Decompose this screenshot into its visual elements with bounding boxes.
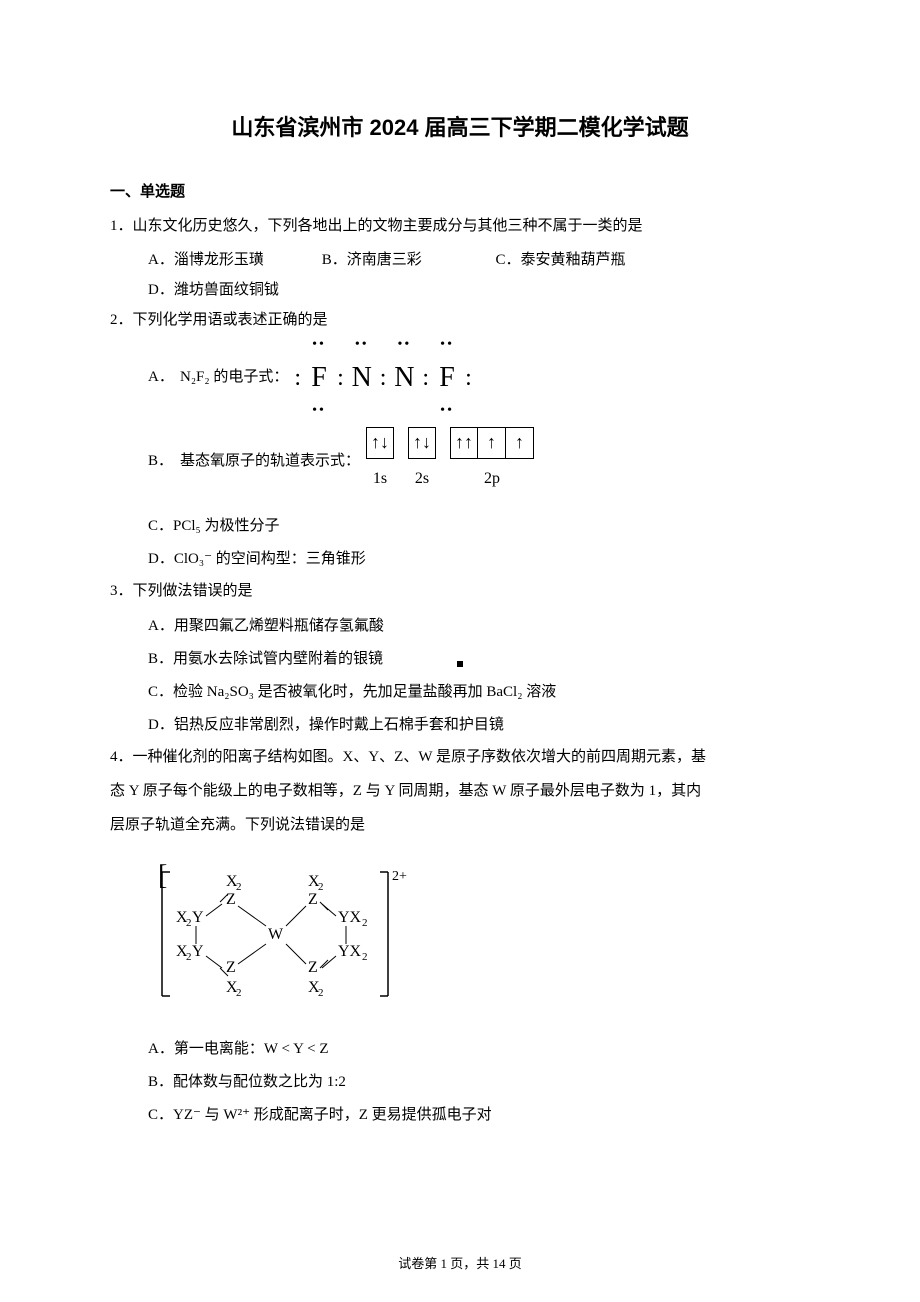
svg-text:2: 2 <box>318 987 324 999</box>
svg-text:2: 2 <box>236 987 242 999</box>
svg-text:Z: Z <box>226 959 236 976</box>
q4-options: A．第一电离能：W < Y < Z B．配体数与配位数之比为 1:2 C．YZ⁻… <box>110 1033 810 1132</box>
q2-opt-a-text: N₂F₂ 的电子式： <box>180 361 288 394</box>
orb-2p-label: 2p <box>484 461 500 496</box>
q1-stem: 1．山东文化历史悠久，下列各地出上的文物主要成分与其他三种不属于一类的是 <box>110 211 810 241</box>
svg-text:2: 2 <box>186 951 192 963</box>
svg-text:2: 2 <box>186 917 192 929</box>
svg-text:2: 2 <box>236 881 242 893</box>
q3-opt-b: B．用氨水去除试管内壁附着的银镜 <box>148 643 810 676</box>
lewis-structure: : F•••• : N•• : N•• : F•••• : <box>294 347 471 409</box>
q4-stem-l2: 态 Y 原子每个能级上的电子数相等，Z 与 Y 同周期，基态 W 原子最外层电子… <box>110 776 810 806</box>
q1-opt-b: B．济南唐三彩 <box>322 245 492 275</box>
exam-title: 山东省滨州市 2024 届高三下学期二模化学试题 <box>110 110 810 142</box>
q4-stem-l1: 4．一种催化剂的阳离子结构如图。X、Y、Z、W 是原子序数依次增大的前四周期元素… <box>110 742 810 772</box>
svg-text:Y: Y <box>192 909 204 926</box>
q2-stem: 2．下列化学用语或表述正确的是 <box>110 305 810 335</box>
q3-options: A．用聚四氟乙烯塑料瓶储存氢氟酸 B．用氨水去除试管内壁附着的银镜 C．检验 N… <box>110 610 810 742</box>
q2-opt-b-label: B． <box>148 445 174 478</box>
svg-text:2+: 2+ <box>392 869 407 884</box>
q3-opt-d: D．铝热反应非常剧烈，操作时戴上石棉手套和护目镜 <box>148 709 810 742</box>
q4-stem-l3: 层原子轨道全充满。下列说法错误的是 <box>110 810 810 840</box>
svg-text:YX: YX <box>338 943 362 960</box>
orb-2s-label: 2s <box>415 461 429 496</box>
orb-1s-label: 1s <box>373 461 387 496</box>
q2-opt-c: C．PCl₅ 为极性分子 <box>148 510 810 543</box>
svg-text:2: 2 <box>362 951 368 963</box>
q2-opt-a-label: A． <box>148 361 174 394</box>
q4-opt-a: A．第一电离能：W < Y < Z <box>148 1033 810 1066</box>
q1-opt-d: D．潍坊兽面纹铜钺 <box>148 275 279 305</box>
q1-opt-a: A．淄博龙形玉璜 <box>148 245 318 275</box>
q2-options: A． N₂F₂ 的电子式： : F•••• : N•• : N•• : F•••… <box>110 347 810 576</box>
svg-text:W: W <box>268 926 284 943</box>
section-heading: 一、单选题 <box>110 180 810 201</box>
svg-text:Y: Y <box>192 943 204 960</box>
q3-stem: 3．下列做法错误的是 <box>110 576 810 606</box>
svg-text:Z: Z <box>308 959 318 976</box>
page-footer: 试卷第 1 页，共 14 页 <box>0 1253 920 1272</box>
svg-text:YX: YX <box>338 909 362 926</box>
q4-opt-b: B．配体数与配位数之比为 1:2 <box>148 1066 810 1099</box>
svg-text:Z: Z <box>226 891 236 908</box>
cation-structure-diagram: [ 2+ W Z X 2 Z X 2 Z X 2 Z X 2 <box>148 854 810 1019</box>
q1-options: A．淄博龙形玉璜 B．济南唐三彩 C．泰安黄釉葫芦瓶 D．潍坊兽面纹铜钺 <box>110 245 810 305</box>
q3-opt-c: C．检验 Na₂SO₃ 是否被氧化时，先加足量盐酸再加 BaCl₂ 溶液 <box>148 676 810 709</box>
center-mark <box>457 661 463 667</box>
orbital-diagram: ↑↓ 1s ↑↓ 2s ↑↑ ↑ ↑ 2p <box>366 427 534 496</box>
svg-text:2: 2 <box>318 881 324 893</box>
q2-opt-b-text: 基态氧原子的轨道表示式： <box>180 445 360 478</box>
q2-opt-d: D．ClO₃⁻ 的空间构型：三角锥形 <box>148 543 810 576</box>
q4-opt-c: C．YZ⁻ 与 W²⁺ 形成配离子时，Z 更易提供孤电子对 <box>148 1099 810 1132</box>
q3-opt-a: A．用聚四氟乙烯塑料瓶储存氢氟酸 <box>148 610 810 643</box>
svg-text:2: 2 <box>362 917 368 929</box>
svg-text:Z: Z <box>308 891 318 908</box>
q1-opt-c: C．泰安黄釉葫芦瓶 <box>496 245 676 275</box>
